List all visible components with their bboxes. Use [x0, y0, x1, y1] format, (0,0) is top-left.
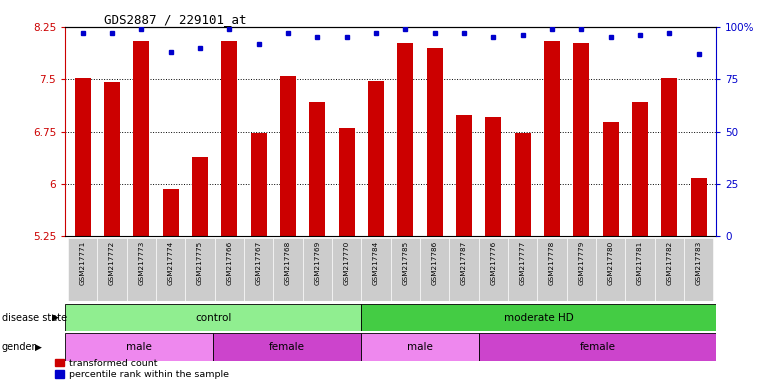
Text: GSM217771: GSM217771: [80, 241, 86, 285]
Text: GSM217780: GSM217780: [607, 241, 614, 285]
Bar: [632, 101, 648, 236]
Text: GSM217785: GSM217785: [402, 241, 408, 285]
Bar: [456, 116, 472, 236]
Text: GSM217781: GSM217781: [637, 241, 643, 285]
Bar: [361, 333, 480, 361]
Text: GSM217786: GSM217786: [432, 241, 437, 285]
Text: female: female: [580, 342, 616, 352]
Bar: [221, 41, 237, 236]
Text: male: male: [408, 342, 434, 352]
Bar: [603, 122, 619, 236]
Bar: [508, 238, 537, 301]
Bar: [427, 48, 443, 236]
Text: gender: gender: [2, 342, 36, 352]
Text: GSM217767: GSM217767: [256, 241, 262, 285]
Text: GSM217772: GSM217772: [109, 241, 115, 285]
Bar: [185, 238, 214, 301]
Bar: [213, 333, 361, 361]
Text: GSM217769: GSM217769: [314, 241, 320, 285]
Bar: [391, 238, 420, 301]
Text: ▶: ▶: [52, 313, 59, 322]
Bar: [625, 238, 655, 301]
Bar: [544, 41, 560, 236]
Bar: [133, 41, 149, 236]
Bar: [280, 76, 296, 236]
Text: control: control: [195, 313, 231, 323]
Bar: [573, 43, 589, 236]
Text: GSM217768: GSM217768: [285, 241, 291, 285]
Bar: [303, 238, 332, 301]
Bar: [420, 238, 450, 301]
Bar: [361, 304, 716, 331]
Bar: [250, 133, 267, 236]
Text: GSM217777: GSM217777: [519, 241, 525, 285]
Bar: [192, 157, 208, 236]
Bar: [97, 238, 126, 301]
Bar: [537, 238, 567, 301]
Bar: [368, 81, 384, 236]
Bar: [68, 238, 97, 301]
Bar: [690, 177, 707, 236]
Bar: [74, 78, 91, 236]
Bar: [479, 238, 508, 301]
Bar: [485, 117, 502, 236]
Text: female: female: [269, 342, 305, 352]
Bar: [655, 238, 684, 301]
Bar: [332, 238, 362, 301]
Text: GSM217787: GSM217787: [461, 241, 467, 285]
Bar: [162, 189, 178, 236]
Bar: [480, 333, 716, 361]
Bar: [661, 78, 677, 236]
Bar: [450, 238, 479, 301]
Bar: [684, 238, 713, 301]
Text: ▶: ▶: [35, 343, 42, 352]
Text: moderate HD: moderate HD: [504, 313, 574, 323]
Text: GSM217782: GSM217782: [666, 241, 673, 285]
Text: GSM217775: GSM217775: [197, 241, 203, 285]
Legend: transformed count, percentile rank within the sample: transformed count, percentile rank withi…: [54, 359, 229, 379]
Bar: [515, 133, 531, 236]
Bar: [273, 238, 303, 301]
Bar: [65, 304, 361, 331]
Text: GSM217778: GSM217778: [549, 241, 555, 285]
Bar: [339, 128, 355, 236]
Text: GSM217776: GSM217776: [490, 241, 496, 285]
Bar: [567, 238, 596, 301]
Bar: [65, 333, 213, 361]
Bar: [398, 43, 414, 236]
Bar: [309, 101, 326, 236]
Bar: [596, 238, 625, 301]
Text: GSM217774: GSM217774: [168, 241, 174, 285]
Text: GSM217779: GSM217779: [578, 241, 584, 285]
Text: male: male: [126, 342, 152, 352]
Text: GSM217784: GSM217784: [373, 241, 379, 285]
Text: GDS2887 / 229101_at: GDS2887 / 229101_at: [104, 13, 247, 26]
Bar: [244, 238, 273, 301]
Text: GSM217773: GSM217773: [139, 241, 144, 285]
Bar: [214, 238, 244, 301]
Text: disease state: disease state: [2, 313, 67, 323]
Text: GSM217783: GSM217783: [696, 241, 702, 285]
Text: GSM217770: GSM217770: [344, 241, 349, 285]
Bar: [104, 82, 120, 236]
Bar: [156, 238, 185, 301]
Text: GSM217766: GSM217766: [226, 241, 232, 285]
Bar: [362, 238, 391, 301]
Bar: [126, 238, 156, 301]
